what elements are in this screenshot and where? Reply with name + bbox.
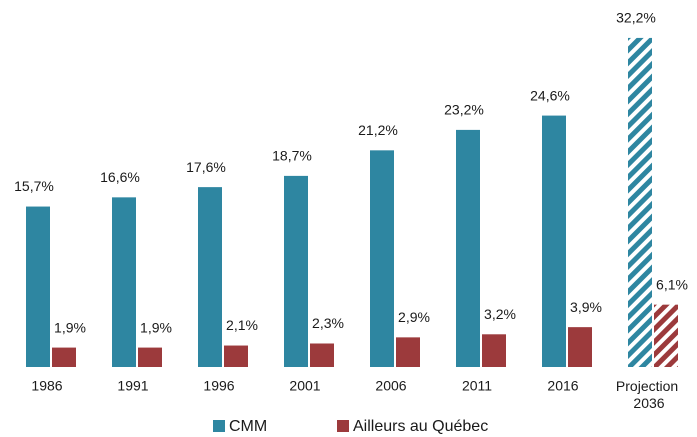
bar <box>52 347 76 367</box>
data-label: 2,1% <box>226 317 258 333</box>
legend-swatch <box>213 420 225 432</box>
bar <box>224 345 248 367</box>
bar <box>542 115 566 367</box>
x-tick-label: 2016 <box>547 378 578 394</box>
data-label: 32,2% <box>616 10 656 26</box>
data-label: 18,7% <box>272 148 312 164</box>
x-tick-label: 1996 <box>203 378 234 394</box>
bar <box>482 334 506 367</box>
data-label: 2,3% <box>312 315 344 331</box>
data-label: 2,9% <box>398 309 430 325</box>
bar <box>370 150 394 367</box>
data-label: 6,1% <box>656 276 688 292</box>
data-label: 3,9% <box>570 299 602 315</box>
bar <box>198 187 222 367</box>
data-label: 15,7% <box>14 178 54 194</box>
data-label: 21,2% <box>358 122 398 138</box>
bar <box>654 304 678 367</box>
data-label: 1,9% <box>54 319 86 335</box>
bar <box>112 197 136 367</box>
bar <box>628 37 652 367</box>
bar <box>310 343 334 367</box>
x-tick-label: 2011 <box>462 378 492 394</box>
x-tick-label: 1991 <box>117 378 148 394</box>
legend-label: CMM <box>229 418 267 435</box>
bar <box>138 347 162 367</box>
bar <box>568 327 592 367</box>
x-tick-label: 2006 <box>375 378 406 394</box>
bar <box>26 206 50 367</box>
legend-swatch <box>337 420 349 432</box>
data-label: 17,6% <box>186 159 226 175</box>
x-tick-label: 2001 <box>289 378 320 394</box>
legend-label: Ailleurs au Québec <box>353 418 488 435</box>
legend: CMM Ailleurs au Québec <box>213 418 488 435</box>
data-label: 3,2% <box>484 306 516 322</box>
x-tick-label: 1986 <box>31 378 62 394</box>
data-label: 23,2% <box>444 102 484 118</box>
data-label: 16,6% <box>100 169 140 185</box>
bar <box>456 129 480 367</box>
data-label: 1,9% <box>140 319 172 335</box>
bar <box>284 175 308 367</box>
bar <box>396 337 420 367</box>
data-label: 24,6% <box>530 87 570 103</box>
x-tick-label: Projection 2036 <box>616 378 682 411</box>
